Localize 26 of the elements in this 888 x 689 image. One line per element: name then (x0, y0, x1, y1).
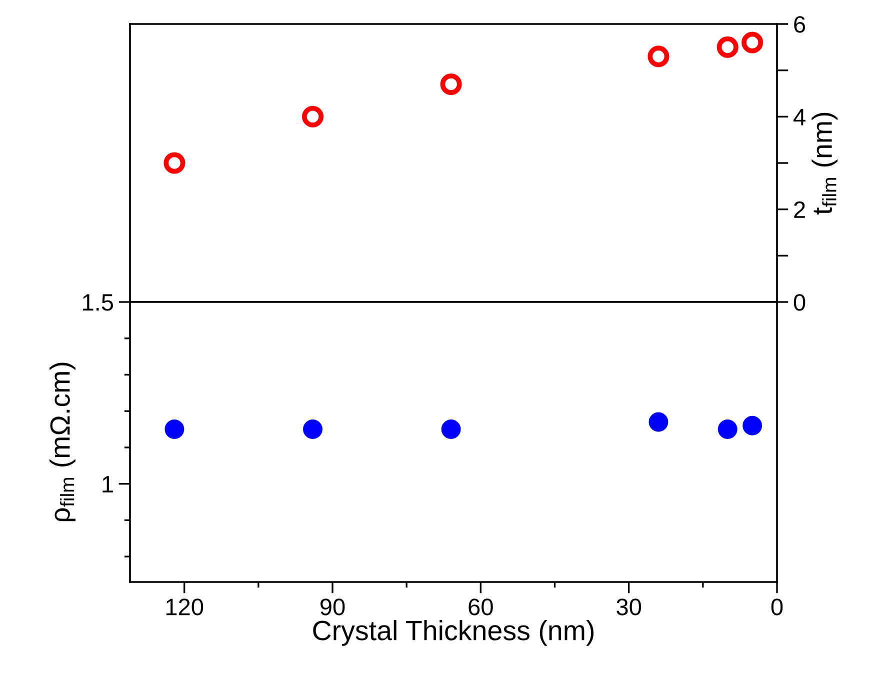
y-axis-title: ρ$_{film}$ (mΩ.cm) (50, 362, 76, 522)
point (648, 412, 668, 432)
point (648, 46, 670, 68)
y2-tick-label: 0 (794, 294, 806, 311)
y-tick-label: 1.5 (83, 294, 114, 311)
point (718, 420, 738, 439)
y2-tick-label: 4 (794, 108, 806, 126)
point (164, 152, 186, 174)
point (164, 420, 184, 439)
y-tick-label: 1 (102, 476, 113, 492)
point (302, 106, 324, 128)
point (441, 420, 461, 439)
point (742, 32, 764, 54)
point (303, 420, 322, 439)
y2-tick-label: 2 (794, 201, 805, 218)
y2-axis-title: t$_{film}$ (nm) (812, 112, 838, 215)
point (742, 416, 762, 436)
x-axis-title: Crystal Thickness (nm) (313, 620, 594, 646)
point (440, 73, 462, 95)
point (716, 36, 738, 58)
x-tick-label: 60 (468, 598, 493, 616)
y2-tick-label: 6 (794, 16, 806, 33)
x-tick-label: 0 (771, 598, 783, 616)
x-tick-label: 30 (616, 598, 642, 616)
x-tick-label: 90 (320, 598, 345, 616)
x-tick-label: 120 (166, 598, 204, 616)
